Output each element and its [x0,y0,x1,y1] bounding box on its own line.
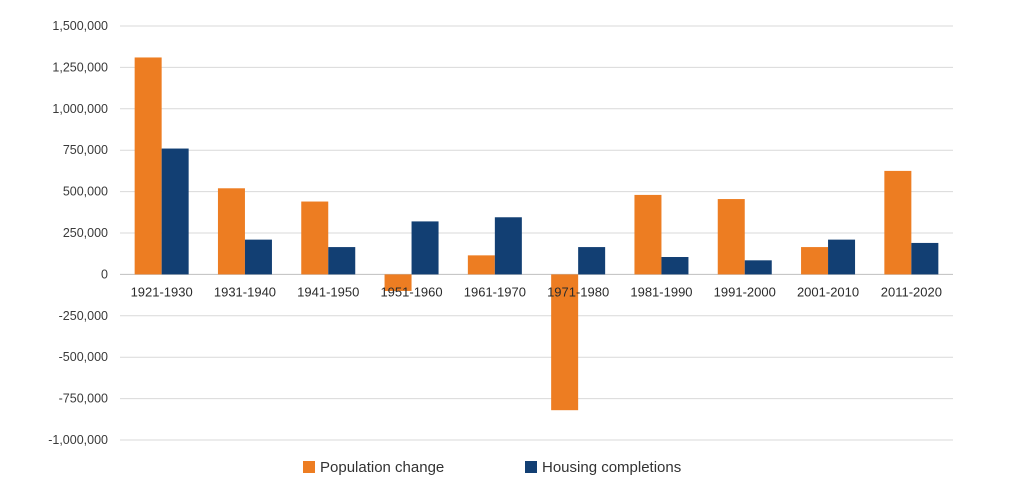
x-category-label: 1991-2000 [714,284,776,299]
x-category-label: 1921-1930 [131,284,193,299]
bar-housing-completions-1931-1940 [244,239,272,275]
x-category-label: 1961-1970 [464,284,526,299]
bar-housing-completions-1981-1990 [661,257,689,275]
bars [134,57,939,411]
y-axis-tick-labels: 1,500,000 1,250,000 1,000,000 750,000 500,00… [48,19,108,447]
y-tick-label: 250,000 [63,226,108,240]
x-axis-category-labels: 1921-1930 1931-1940 1941-1950 1951-1960 1961… [131,284,942,299]
bar-housing-completions-1991-2000 [744,260,772,275]
bar-population-change-2001-2010 [801,247,829,275]
x-category-label: 1971-1980 [547,284,609,299]
y-tick-label: 1,000,000 [52,102,108,116]
y-tick-label: 1,500,000 [52,19,108,33]
x-category-label: 1981-1990 [630,284,692,299]
legend: Population change Housing completions [303,459,681,476]
y-tick-label: -1,000,000 [48,433,108,447]
bar-population-change-1961-1970 [467,255,495,275]
bar-population-change-1951-1960 [384,274,412,291]
x-category-label: 2011-2020 [881,284,942,299]
y-tick-label: 500,000 [63,185,108,199]
bar-housing-completions-1961-1970 [494,217,522,275]
x-category-label: 1931-1940 [214,284,276,299]
bar-population-change-1931-1940 [217,188,245,275]
bar-housing-completions-1951-1960 [411,221,439,275]
y-tick-label: 0 [101,267,108,281]
bar-housing-completions-1921-1930 [161,148,189,275]
y-tick-label: -250,000 [59,309,108,323]
bar-housing-completions-2001-2010 [828,239,856,275]
y-tick-label: 750,000 [63,143,108,157]
x-category-label: 1941-1950 [297,284,359,299]
bar-housing-completions-1971-1980 [578,247,606,275]
bar-housing-completions-2011-2020 [911,242,939,275]
x-category-label: 1951-1960 [380,284,442,299]
bar-population-change-1981-1990 [634,194,662,275]
legend-swatch-housing-completions [525,461,537,473]
x-category-label: 2001-2010 [797,284,859,299]
legend-label-housing-completions: Housing completions [542,459,681,476]
bar-population-change-1971-1980 [551,274,579,411]
bar-population-change-1921-1930 [134,57,162,275]
legend-swatch-population-change [303,461,315,473]
bar-population-change-2011-2020 [884,170,912,275]
bar-population-change-1941-1950 [301,201,329,275]
bar-housing-completions-1941-1950 [328,247,356,275]
y-tick-label: -750,000 [59,392,108,406]
y-tick-label: 1,250,000 [52,60,108,74]
bar-population-change-1991-2000 [717,199,745,275]
legend-label-population-change: Population change [320,459,444,476]
y-tick-label: -500,000 [59,350,108,364]
